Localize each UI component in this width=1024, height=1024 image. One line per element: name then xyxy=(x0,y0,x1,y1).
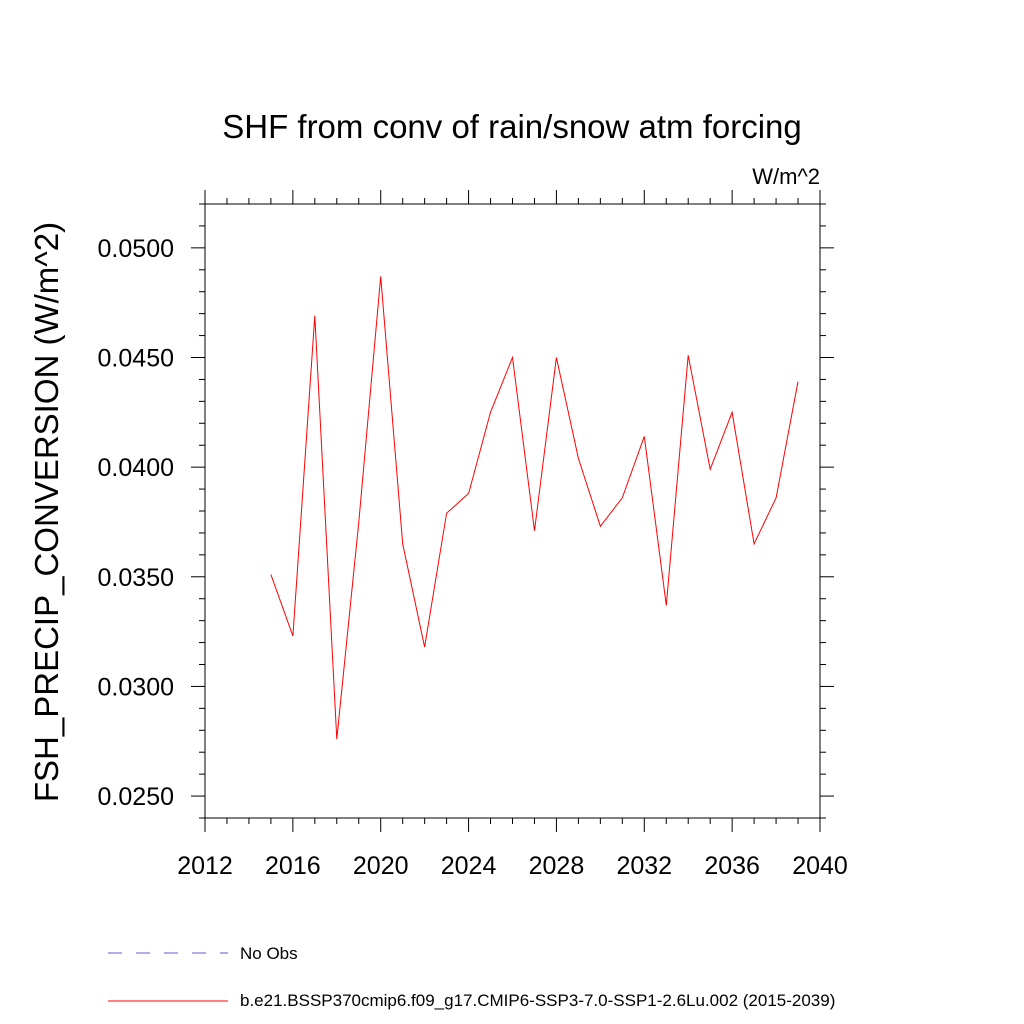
y-axis-tick-labels: 0.0250 0.0300 0.0350 0.0400 0.0450 0.0500 xyxy=(98,235,174,811)
data-point xyxy=(424,646,426,648)
data-point xyxy=(292,635,294,637)
y-tick-label: 0.0250 xyxy=(98,783,174,811)
data-point xyxy=(643,435,645,437)
x-tick-label: 2036 xyxy=(704,852,760,880)
data-point xyxy=(314,315,316,317)
x-tick-label: 2028 xyxy=(529,852,585,880)
x-tick-label: 2020 xyxy=(353,852,409,880)
data-point xyxy=(621,497,623,499)
y-tick-label: 0.0400 xyxy=(98,454,174,482)
data-point xyxy=(577,457,579,459)
data-point xyxy=(446,512,448,514)
data-point xyxy=(270,574,272,576)
data-point xyxy=(665,604,667,606)
data-point xyxy=(709,468,711,470)
data-point xyxy=(797,381,799,383)
data-point xyxy=(468,492,470,494)
y-tick-label: 0.0300 xyxy=(98,673,174,701)
data-point xyxy=(599,525,601,527)
data-point xyxy=(490,411,492,413)
y-axis-label: FSH_PRECIP_CONVERSION (W/m^2) xyxy=(28,222,65,802)
plot-frame xyxy=(204,203,821,819)
legend-label-no-obs: No Obs xyxy=(240,944,298,963)
series-points xyxy=(270,275,799,740)
data-point xyxy=(687,354,689,356)
x-tick-label: 2024 xyxy=(441,852,497,880)
data-point xyxy=(380,275,382,277)
y-tick-label: 0.0500 xyxy=(98,235,174,263)
legend: No Obs b.e21.BSSP370cmip6.f09_g17.CMIP6-… xyxy=(108,944,835,1010)
chart-title: SHF from conv of rain/snow atm forcing xyxy=(222,108,802,145)
x-tick-label: 2032 xyxy=(616,852,672,880)
y-tick-label: 0.0450 xyxy=(98,345,174,373)
data-point xyxy=(336,738,338,740)
legend-label-model-run: b.e21.BSSP370cmip6.f09_g17.CMIP6-SSP3-7.… xyxy=(240,991,835,1010)
y-tick-label: 0.0350 xyxy=(98,564,174,592)
data-point xyxy=(533,530,535,532)
data-point xyxy=(555,357,557,359)
x-axis-ticks xyxy=(204,190,821,832)
y-axis-ticks xyxy=(191,203,834,819)
data-point xyxy=(512,357,514,359)
units-label: W/m^2 xyxy=(752,164,820,189)
data-point xyxy=(402,543,404,545)
data-point xyxy=(775,497,777,499)
data-point xyxy=(731,411,733,413)
data-point xyxy=(753,543,755,545)
x-tick-label: 2040 xyxy=(792,852,848,880)
data-point xyxy=(358,521,360,523)
series-line xyxy=(270,276,799,740)
x-axis-tick-labels: 2012 2016 2020 2024 2028 2032 2036 2040 xyxy=(177,852,848,880)
x-tick-label: 2016 xyxy=(265,852,321,880)
x-tick-label: 2012 xyxy=(177,852,233,880)
